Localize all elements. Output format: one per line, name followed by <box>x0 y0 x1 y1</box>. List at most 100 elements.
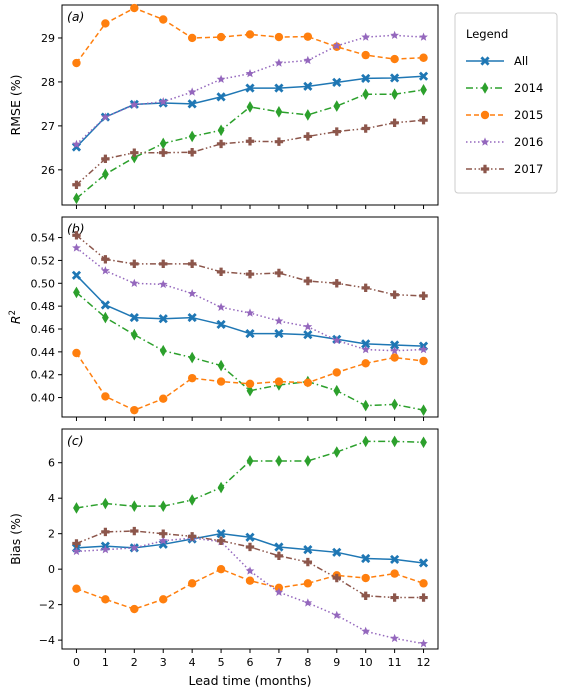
legend-marker <box>480 164 490 174</box>
data-point <box>419 115 428 125</box>
data-point <box>101 255 110 264</box>
data-point <box>332 41 342 50</box>
data-point <box>303 32 313 41</box>
y-tick-label: 4 <box>48 492 55 505</box>
data-point <box>101 154 110 164</box>
data-point <box>390 353 399 362</box>
y-axis-label: RMSE (%) <box>8 75 23 136</box>
data-point <box>101 392 110 401</box>
data-point <box>187 259 197 269</box>
data-point <box>158 97 168 106</box>
data-point <box>274 328 284 339</box>
data-point <box>216 139 226 149</box>
legend-label: 2015 <box>514 108 543 122</box>
data-point <box>390 54 399 64</box>
data-point <box>332 77 342 87</box>
data-point <box>245 137 255 146</box>
data-point <box>274 587 284 596</box>
data-point <box>390 346 399 355</box>
data-point <box>245 566 255 575</box>
x-tick-label: 11 <box>388 656 402 669</box>
x-tick-label: 2 <box>131 656 138 669</box>
data-point <box>362 88 370 101</box>
data-point <box>390 73 400 83</box>
data-point <box>361 573 370 583</box>
x-tick-label: 8 <box>304 656 311 669</box>
data-point <box>362 399 370 412</box>
data-point <box>216 92 226 102</box>
data-point <box>332 368 341 377</box>
data-point <box>245 83 255 93</box>
y-tick-label: 0.42 <box>31 369 56 382</box>
data-point <box>159 500 167 512</box>
data-point <box>72 180 81 189</box>
data-point <box>419 579 428 588</box>
data-point <box>159 137 167 150</box>
data-point <box>362 435 370 448</box>
x-axis-label: Lead time (months) <box>188 673 311 688</box>
data-point <box>71 270 82 280</box>
data-point <box>72 584 81 593</box>
data-point <box>361 339 371 349</box>
x-tick-label: 1 <box>102 656 109 669</box>
data-point <box>246 455 254 467</box>
legend-item-2017: 2017 <box>466 162 543 176</box>
data-point <box>188 130 196 143</box>
data-point <box>419 356 428 366</box>
data-point <box>130 151 138 164</box>
data-point <box>303 545 313 555</box>
data-point <box>72 231 81 240</box>
data-point <box>333 446 341 458</box>
data-point <box>216 536 226 545</box>
data-point <box>420 84 427 96</box>
legend-marker <box>480 110 490 120</box>
data-point <box>361 591 370 600</box>
data-point <box>187 87 197 96</box>
y-tick-label: 0.54 <box>31 232 56 245</box>
data-point <box>187 532 197 541</box>
data-point <box>188 494 196 506</box>
data-point <box>303 81 313 91</box>
data-point <box>361 73 371 83</box>
data-point <box>246 384 254 397</box>
data-point <box>188 351 196 364</box>
data-point <box>419 32 428 41</box>
data-point <box>71 142 82 152</box>
data-point <box>391 435 399 448</box>
x-tick-label: 4 <box>189 656 196 669</box>
data-point <box>187 99 197 109</box>
data-point <box>274 542 284 552</box>
data-point <box>361 553 371 564</box>
data-point <box>245 576 255 585</box>
x-tick-label: 12 <box>417 656 431 669</box>
data-point <box>274 32 284 42</box>
panel-label: (a) <box>67 9 84 24</box>
x-tick-label: 3 <box>160 656 167 669</box>
data-point <box>217 359 225 372</box>
series-2017 <box>72 526 428 602</box>
data-point <box>187 33 197 43</box>
data-point <box>159 595 168 604</box>
data-point <box>418 71 429 81</box>
data-point <box>390 340 400 350</box>
legend-frame <box>454 12 558 194</box>
data-point <box>216 32 226 42</box>
y-tick-label: 0.52 <box>31 254 56 267</box>
x-tick-label: 6 <box>247 656 254 669</box>
data-point <box>275 455 283 467</box>
data-point <box>72 139 81 149</box>
data-point <box>216 319 226 330</box>
legend-item-All: All <box>466 54 528 68</box>
data-point <box>129 100 139 109</box>
data-point <box>159 259 168 269</box>
x-tick-label: 9 <box>333 656 340 669</box>
data-point <box>216 529 226 539</box>
data-point <box>419 344 428 354</box>
data-point <box>245 269 255 279</box>
data-point <box>333 384 341 397</box>
y-tick-label: −2 <box>39 599 55 612</box>
series-2015 <box>72 348 428 415</box>
data-point <box>101 19 110 28</box>
data-point <box>246 101 254 113</box>
data-point <box>101 112 110 121</box>
